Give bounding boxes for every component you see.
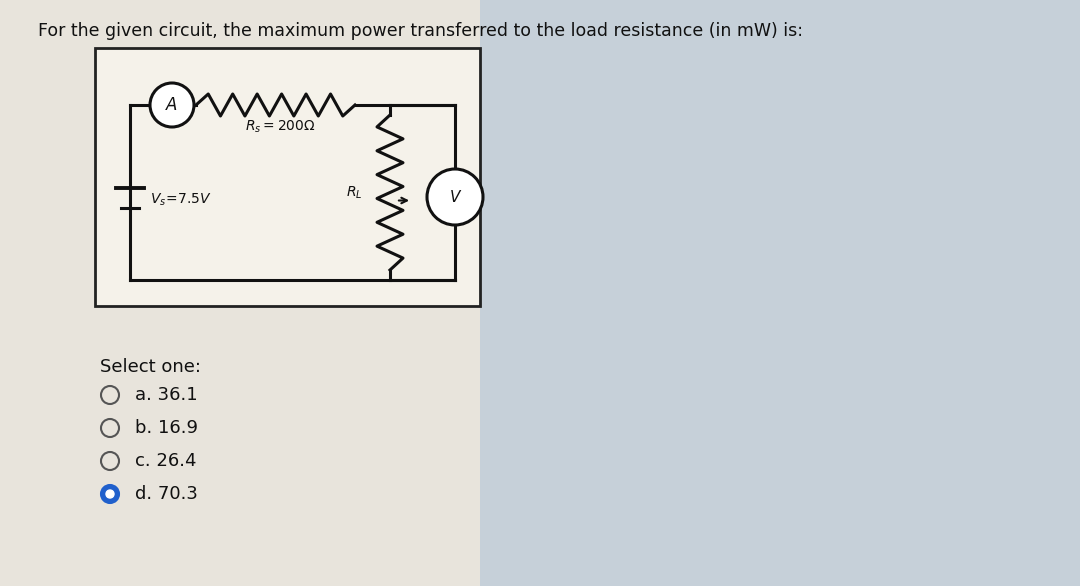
- Text: Select one:: Select one:: [100, 358, 201, 376]
- Text: d. 70.3: d. 70.3: [135, 485, 198, 503]
- Circle shape: [102, 485, 119, 503]
- Text: For the given circuit, the maximum power transferred to the load resistance (in : For the given circuit, the maximum power…: [38, 22, 804, 40]
- Text: V: V: [449, 189, 460, 205]
- Bar: [480, 0, 1080, 586]
- Bar: [95, 48, 480, 306]
- Text: $R_s = 200\Omega$: $R_s = 200\Omega$: [245, 119, 315, 135]
- Circle shape: [427, 169, 483, 225]
- Text: b. 16.9: b. 16.9: [135, 419, 198, 437]
- Text: $V_s\!=\!7.5V$: $V_s\!=\!7.5V$: [150, 192, 212, 208]
- Circle shape: [106, 490, 114, 498]
- Text: c. 26.4: c. 26.4: [135, 452, 197, 470]
- Text: $R_L$: $R_L$: [346, 185, 362, 200]
- Text: a. 36.1: a. 36.1: [135, 386, 198, 404]
- Text: A: A: [166, 96, 178, 114]
- Circle shape: [150, 83, 194, 127]
